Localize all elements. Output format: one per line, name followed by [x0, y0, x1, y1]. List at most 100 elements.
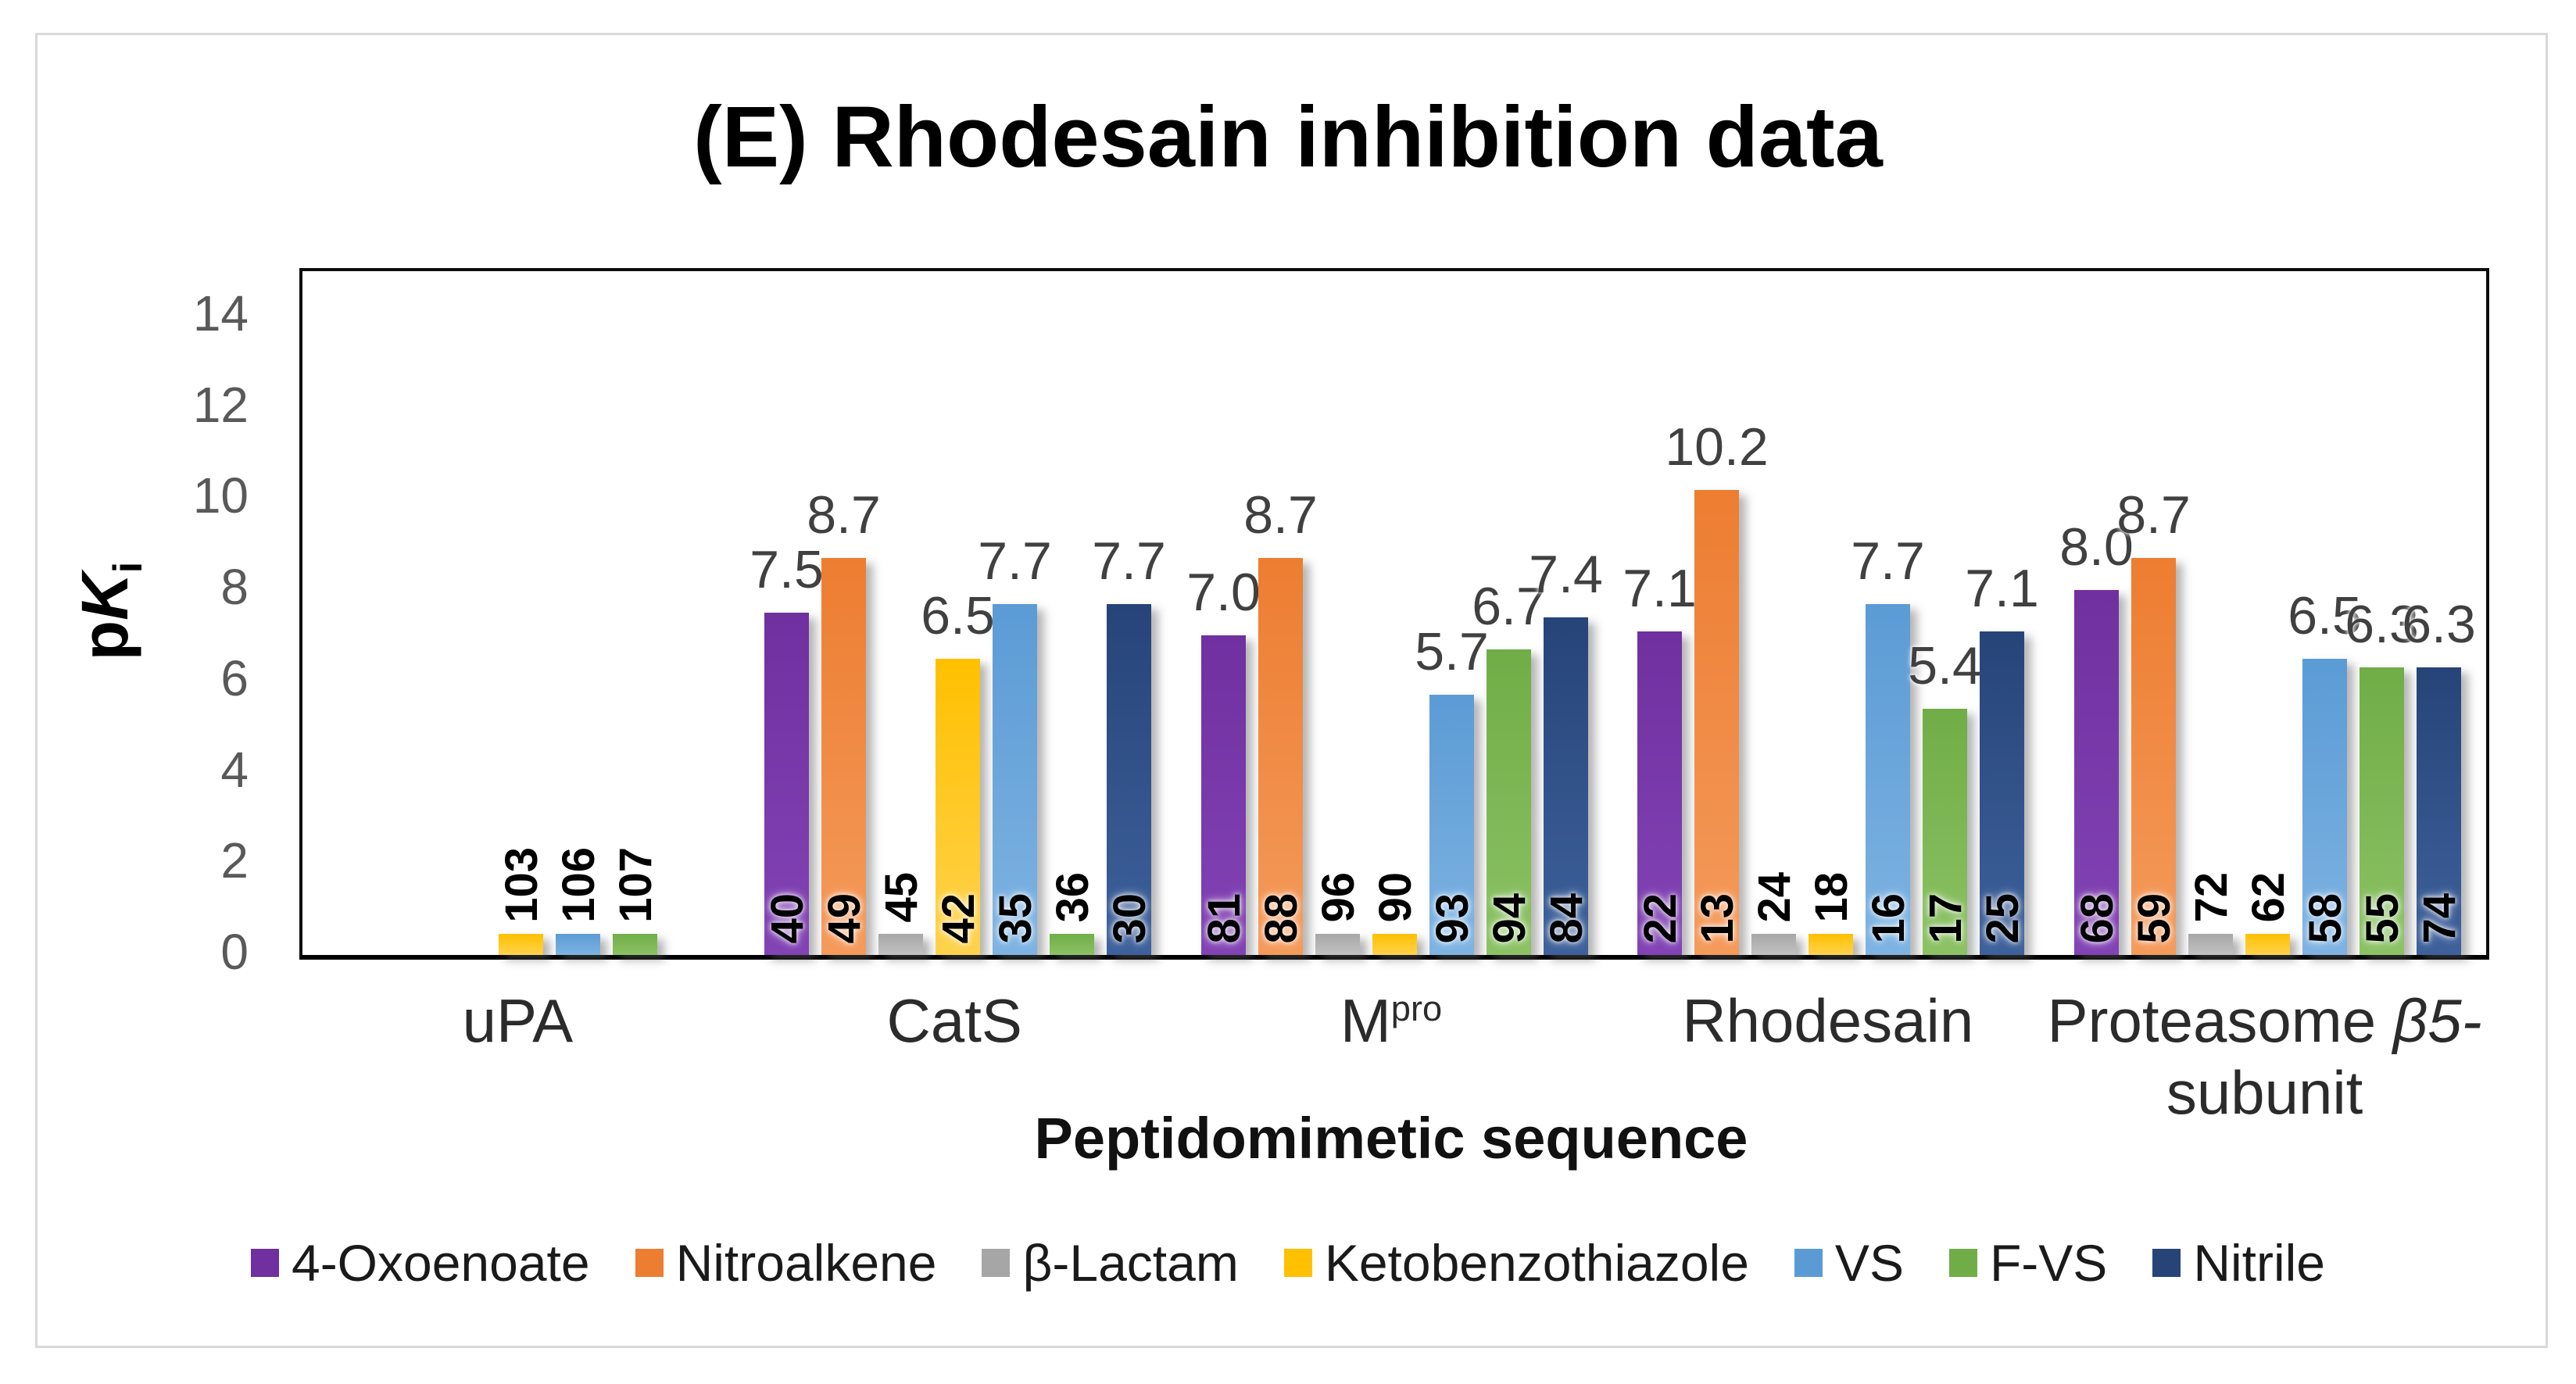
compound-label: 30	[1104, 893, 1155, 944]
legend-label: Ketobenzothiazole	[1324, 1234, 1749, 1292]
compound-label: 36	[1046, 872, 1098, 923]
bar-CatS-Nitrile	[1107, 604, 1151, 955]
compound-label: 58	[2299, 893, 2351, 944]
legend-swatch-icon	[251, 1249, 279, 1277]
bar-Proteasome-5-subunit-VS	[2302, 659, 2347, 955]
bar-Mpro-VS	[1429, 695, 1474, 955]
compound-label: 68	[2071, 893, 2123, 944]
compound-label: 107	[610, 847, 661, 923]
compound-label: 13	[1691, 893, 1743, 944]
value-label: 7.1	[1623, 559, 1697, 618]
legend-swatch-icon	[982, 1249, 1011, 1277]
legend-swatch-icon	[1283, 1249, 1312, 1277]
value-label: 8.7	[1243, 485, 1318, 545]
value-label: 5.4	[1908, 636, 1982, 696]
legend-item-4-Oxoenoate: 4-Oxoenoate	[251, 1233, 590, 1293]
compound-label: 59	[2128, 893, 2180, 944]
bar-uPA-VS	[556, 934, 600, 955]
value-label: 7.5	[750, 540, 824, 599]
value-label: 8.0	[2059, 517, 2134, 577]
value-label: 6.5	[921, 586, 995, 646]
bar-CatS-F-VS	[1050, 934, 1094, 955]
bar-Rhodesain-Ketobenzothiazole	[1809, 934, 1853, 955]
category-label-Proteasome-5-subunit: Proteasome β5- subunit	[2047, 986, 2482, 1128]
bar-Proteasome-5-subunit-Ketobenzothiazole	[2245, 934, 2290, 955]
value-label: 5.7	[1415, 622, 1489, 681]
compound-label: 16	[1862, 893, 1914, 944]
legend-item-Nitroalkene: Nitroalkene	[635, 1233, 937, 1293]
legend-swatch-icon	[635, 1249, 664, 1277]
bar-Rhodesain-F-VS	[1923, 709, 1967, 955]
y-tick-label: 14	[192, 284, 249, 342]
legend-label: Nitroalkene	[675, 1234, 937, 1292]
compound-label: 94	[1483, 893, 1535, 944]
bar-Mpro-Ketobenzothiazole	[1372, 934, 1417, 955]
value-label: 8.7	[807, 485, 881, 545]
legend-item-Ketobenzothiazole: Ketobenzothiazole	[1283, 1233, 1749, 1293]
value-label: 7.0	[1186, 563, 1261, 622]
compound-label: 96	[1312, 872, 1364, 923]
compound-label: 24	[1748, 872, 1800, 923]
bar-Proteasome-5-subunit-Nitroalkene	[2131, 558, 2176, 955]
bar-Rhodesain-4-Oxoenoate	[1637, 631, 1682, 955]
bar-CatS-Ketobenzothiazole	[936, 659, 980, 955]
bar-Mpro-Nitroalkene	[1258, 558, 1303, 955]
compound-label: 40	[761, 893, 813, 944]
y-tick-label: 12	[192, 376, 249, 433]
bar-Mpro-F-VS	[1487, 649, 1531, 955]
legend-label: 4-Oxoenoate	[292, 1234, 590, 1292]
compound-label: 45	[875, 872, 927, 923]
bar-Mpro-Nitrile	[1544, 617, 1588, 955]
legend-label: β-Lactam	[1022, 1234, 1239, 1292]
compound-label: 17	[1919, 893, 1971, 944]
bar-Proteasome-5-subunit--Lactam	[2188, 934, 2233, 955]
category-label-CatS: CatS	[886, 986, 1022, 1055]
legend-label: VS	[1834, 1234, 1904, 1292]
compound-label: 84	[1540, 893, 1592, 944]
value-label: 7.7	[1092, 531, 1166, 591]
category-label-Rhodesain: Rhodesain	[1682, 986, 1974, 1055]
value-label: 6.3	[2402, 595, 2476, 654]
bar-uPA-Ketobenzothiazole	[499, 934, 543, 955]
bar-CatS-Nitroalkene	[821, 558, 866, 955]
bar-Mpro--Lactam	[1315, 934, 1360, 955]
bar-Rhodesain-Nitrile	[1980, 631, 2024, 955]
bar-uPA-F-VS	[613, 934, 657, 955]
legend-swatch-icon	[1948, 1249, 1977, 1277]
value-label: 10.2	[1665, 417, 1769, 477]
legend: 4-Oxoenoate Nitroalkene β-Lactam Ketobenzot…	[0, 1233, 2576, 1293]
compound-label: 22	[1634, 893, 1686, 944]
value-label: 6.5	[2288, 586, 2362, 646]
y-tick-label: 2	[220, 832, 249, 889]
y-tick-label: 6	[220, 649, 249, 706]
y-tick-label: 4	[220, 741, 249, 798]
value-label: 7.7	[978, 531, 1052, 591]
legend-item-F-VS: F-VS	[1948, 1233, 2108, 1293]
compound-label: 81	[1198, 893, 1250, 944]
compound-label: 72	[2185, 872, 2237, 923]
y-tick-label: 8	[220, 559, 249, 616]
bar-CatS-VS	[993, 604, 1037, 955]
legend-swatch-icon	[2152, 1249, 2181, 1277]
value-label: 7.7	[1851, 531, 1925, 591]
compound-label: 106	[553, 847, 604, 923]
bar-Proteasome-5-subunit-Nitrile	[2417, 667, 2461, 955]
x-axis-title: Peptidomimetic sequence	[1034, 1106, 1748, 1171]
compound-label: 42	[932, 893, 984, 944]
plot-area: 103 106 107 7.5 40 8.7 49 45 6.5 42 7.7 35 36 7.7 30 7.…	[299, 268, 2489, 960]
compound-label: 18	[1805, 872, 1857, 923]
legend-label: F-VS	[1989, 1234, 2108, 1292]
value-label: 8.7	[2116, 485, 2191, 545]
legend-item-Nitrile: Nitrile	[2152, 1233, 2325, 1293]
compound-label: 62	[2242, 872, 2294, 923]
bar-Proteasome-5-subunit-4-Oxoenoate	[2074, 590, 2119, 955]
bar-CatS--Lactam	[878, 934, 923, 955]
value-label: 7.4	[1529, 545, 1603, 604]
legend-label: Nitrile	[2193, 1234, 2325, 1292]
compound-label: 90	[1369, 872, 1421, 923]
bar-Rhodesain--Lactam	[1751, 934, 1796, 955]
bar-CatS-4-Oxoenoate	[764, 613, 809, 955]
compound-label: 74	[2413, 893, 2465, 944]
compound-label: 35	[989, 893, 1041, 944]
